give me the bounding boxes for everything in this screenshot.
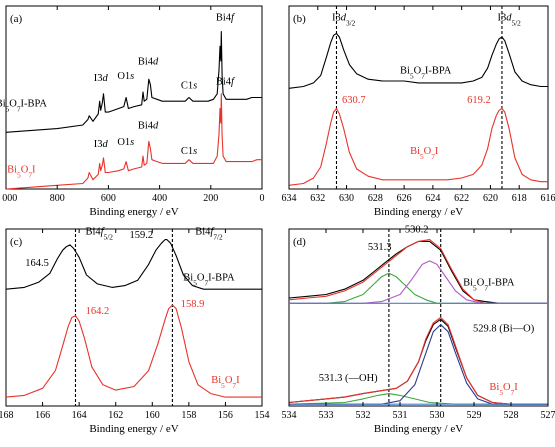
sample-label: Bi5O7I: [410, 146, 439, 161]
value-label: 531.3: [368, 242, 392, 253]
x-tick-label: 626: [397, 193, 412, 204]
panel-label: (b): [293, 13, 306, 25]
x-tick-label: 162: [108, 410, 123, 421]
plot-frame: [5, 5, 263, 190]
panel-label: (a): [10, 13, 23, 25]
plot-frame: [5, 228, 263, 407]
x-tick-label: 600: [101, 193, 116, 204]
value-label: 531.3 (—OH): [319, 373, 378, 384]
x-tick-label: 1 000: [0, 193, 17, 204]
x-tick-label: 628: [368, 193, 383, 204]
x-tick-label: 532: [356, 410, 371, 421]
x-axis-label: Binding energy / eV: [89, 423, 178, 435]
peak-label: O1s: [117, 71, 134, 82]
x-tick-label: 529: [467, 410, 482, 421]
series-line: [288, 393, 548, 405]
x-tick-label: 400: [152, 193, 167, 204]
x-tick-label: 634: [282, 193, 297, 204]
x-tick-label: 528: [504, 410, 519, 421]
x-tick-label: 620: [483, 193, 498, 204]
x-tick-label: 622: [454, 193, 469, 204]
x-tick-label: 531: [393, 410, 408, 421]
x-tick-label: 200: [203, 193, 218, 204]
value-label: 529.8 (Bi—O): [473, 324, 535, 335]
x-tick-label: 624: [425, 193, 440, 204]
peak-label: Bi4f: [216, 77, 236, 88]
peak-label: Bi4d: [138, 121, 159, 132]
value-label: 158.9: [181, 299, 205, 310]
peak-label: I3d5/2: [497, 13, 521, 28]
series-line: [288, 107, 548, 186]
panel-c: 168 166 164 162 160 158 156 154 Binding energy /…: [0, 226, 270, 435]
sample-label: Bi5O7I-BPA: [463, 278, 515, 293]
x-tick-label: 630: [339, 193, 354, 204]
value-label: 619.2: [467, 95, 491, 106]
series-line: [288, 240, 548, 304]
series-line: [289, 324, 548, 405]
x-tick-label: 534: [282, 410, 297, 421]
x-tick-label: 618: [512, 193, 527, 204]
x-tick-label: 0: [260, 193, 265, 204]
value-label: 530.2: [405, 225, 429, 236]
peak-label: I3d: [94, 139, 109, 150]
value-label: 630.7: [342, 95, 366, 106]
x-axis-label: Binding energy / eV: [89, 206, 178, 218]
sample-label: Bi5O7I-BPA: [0, 99, 47, 114]
x-tick-label: 164: [72, 410, 87, 421]
value-label: 164.2: [86, 306, 110, 317]
x-axis-label: Binding energy / eV: [374, 206, 463, 218]
x-axis-label: Binding energy / eV: [374, 423, 463, 435]
x-tick-label: 158: [181, 410, 196, 421]
panel-b: 634 632 630 628 626 624 622 620 618 616 Binding en…: [282, 5, 555, 218]
series-line: [5, 239, 262, 290]
panel-a: 1 000 800 600 400 200 0 Binding energy / eV (a)…: [0, 5, 265, 218]
series-line: [5, 304, 262, 398]
peak-label: Bi4f7/2: [195, 226, 223, 241]
peak-label: Bi4f5/2: [86, 226, 114, 241]
x-tick-label: 530: [430, 410, 445, 421]
x-tick-label: 156: [218, 410, 233, 421]
panel-label: (d): [293, 236, 306, 248]
x-tick-label: 616: [541, 193, 555, 204]
panel-label: (c): [10, 236, 23, 248]
series-line: [289, 260, 548, 304]
x-tick-label: 160: [145, 410, 160, 421]
x-tick-label: 527: [541, 410, 555, 421]
value-label: 164.5: [25, 258, 49, 269]
peak-label: O1s: [117, 137, 134, 148]
sample-label: Bi5O7I: [7, 165, 36, 180]
plot-frame: [288, 228, 549, 407]
plot-frame: [288, 5, 549, 190]
panel-d: 534 533 532 531 530 529 528 527 Binding energy /…: [282, 225, 555, 435]
x-tick-label: 632: [310, 193, 325, 204]
sample-label: Bi5O7I: [211, 375, 240, 390]
sample-label: Bi5O7I-BPA: [400, 66, 452, 81]
peak-label: I3d3/2: [332, 13, 356, 28]
x-tick-label: 533: [319, 410, 334, 421]
peak-label: C1s: [181, 146, 197, 157]
peak-label: I3d: [94, 73, 109, 84]
value-label: 159.2: [130, 230, 154, 241]
series-line: [288, 32, 548, 89]
peak-label: C1s: [181, 80, 197, 91]
peak-label: Bi4d: [138, 57, 159, 68]
x-tick-label: 800: [50, 193, 65, 204]
x-tick-label: 154: [255, 410, 270, 421]
x-tick-label: 168: [0, 410, 14, 421]
sample-label: Bi5O7I-BPA: [183, 272, 235, 287]
x-tick-label: 166: [35, 410, 50, 421]
series-line: [5, 93, 262, 190]
series-line: [5, 31, 262, 133]
peak-label: Bi4f: [216, 13, 236, 24]
series-line: [288, 316, 548, 405]
sample-label: Bi5O7I: [489, 382, 518, 397]
